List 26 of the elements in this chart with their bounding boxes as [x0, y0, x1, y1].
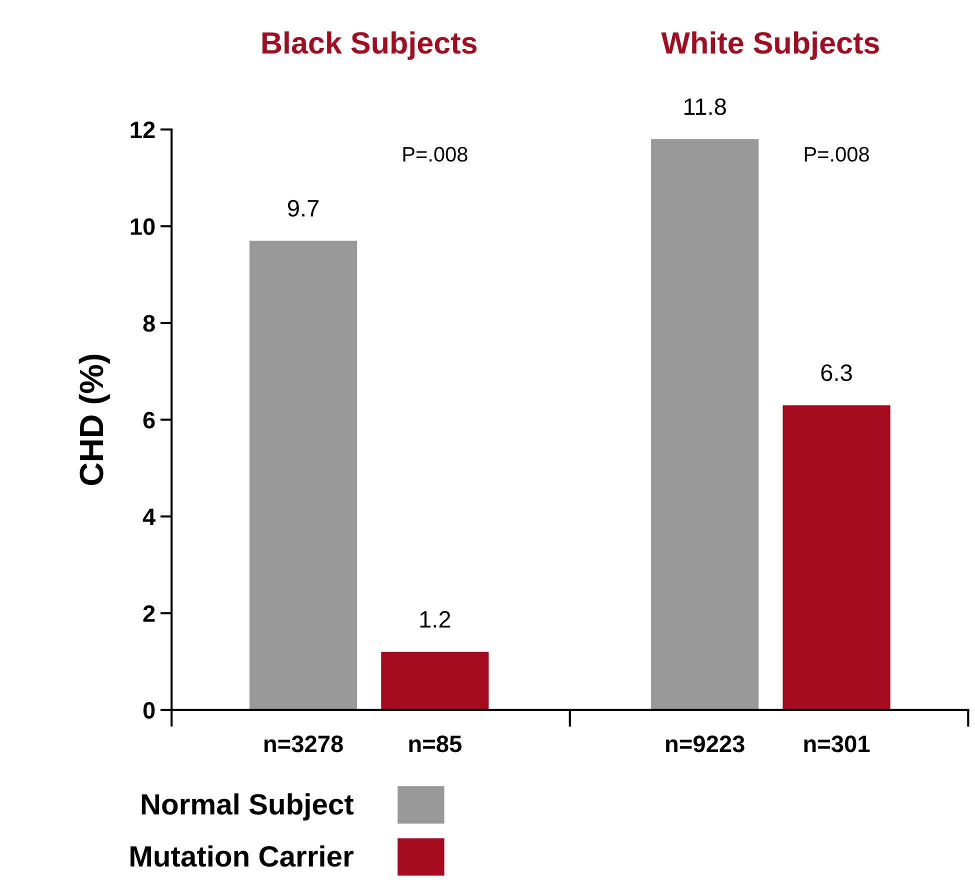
bar	[381, 652, 489, 710]
y-tick-label: 4	[142, 508, 156, 526]
text: Black Subjects	[262, 31, 477, 60]
x-tick-label: n=301	[804, 736, 870, 752]
data-label: 11.8	[684, 98, 726, 116]
x-tick-label: n=9223	[666, 736, 744, 752]
annotation: P=.008	[403, 146, 468, 162]
y-tick-label: 6	[143, 412, 155, 428]
data-label: 6.3	[821, 364, 852, 382]
legend-label: Mutation Carrier	[130, 845, 354, 867]
data-label: 9.7	[288, 200, 318, 217]
x-tick-label: n=85	[409, 736, 462, 752]
data-label: 1.2	[420, 611, 450, 628]
y-axis-title: CHD (%)	[78, 354, 110, 485]
y-tick-label: 0	[143, 702, 155, 719]
legend-label: Normal Subject	[142, 793, 354, 820]
bar	[249, 240, 358, 710]
x-tick-label: n=3278	[264, 736, 343, 752]
annotation: P=.008	[804, 146, 869, 162]
y-tick-label: 2	[143, 605, 155, 622]
y-tick-label: 10	[130, 218, 155, 236]
bar	[651, 139, 759, 710]
text: White Subjects	[661, 31, 879, 60]
y-tick-label: 12	[130, 122, 155, 138]
bar	[782, 405, 890, 710]
y-tick-label: 8	[143, 315, 155, 332]
